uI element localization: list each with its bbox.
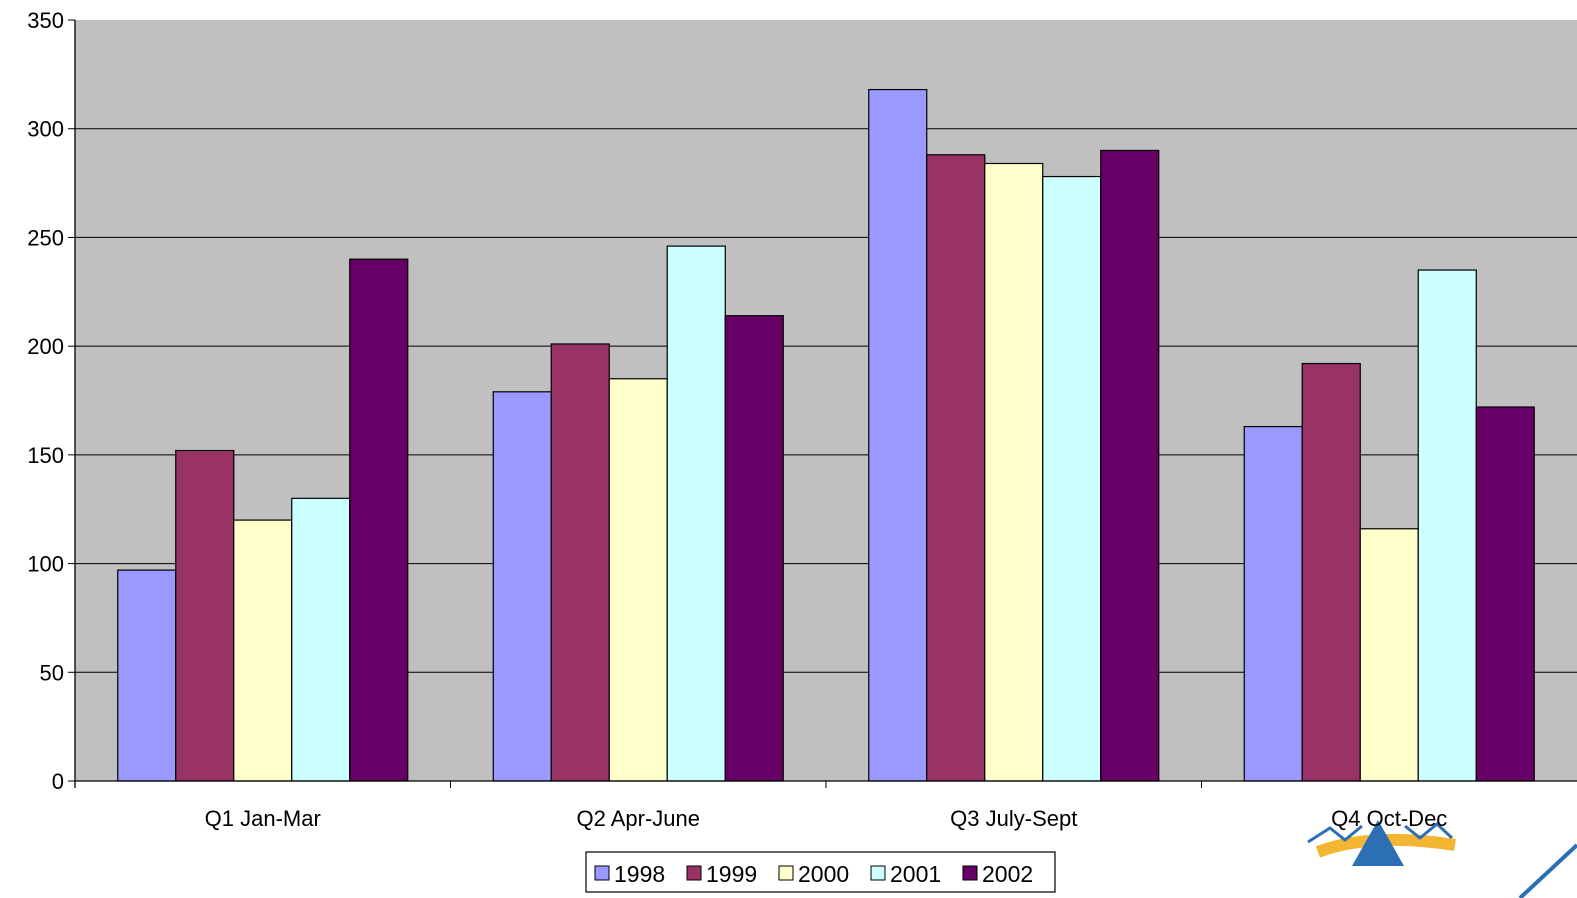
bar-1999-3 [926, 154, 986, 782]
x-tick-label: Q3 July-Sept [950, 806, 1077, 831]
bar-1998-3 [868, 88, 928, 782]
bar-1998-1 [117, 569, 177, 782]
x-tick-label: Q1 Jan-Mar [205, 806, 321, 831]
y-tick-label: 200 [27, 334, 64, 359]
y-tick-label: 50 [40, 660, 64, 685]
bar-1998-2 [492, 391, 552, 782]
legend-swatch-1998 [594, 865, 610, 881]
y-tick-label: 250 [27, 225, 64, 250]
x-tick-label: Q2 Apr-June [576, 806, 700, 831]
bar-2001-3 [1042, 175, 1102, 782]
y-tick-label: 150 [27, 443, 64, 468]
y-tick-label: 300 [27, 117, 64, 142]
legend: 1998 1999 2000 2001 2002 [585, 851, 1056, 893]
bar-2001-2 [666, 245, 726, 782]
bar-2001-4 [1417, 269, 1477, 782]
y-tick-label: 350 [27, 8, 64, 33]
bar-2001-1 [291, 497, 351, 782]
bar-1998-4 [1243, 425, 1303, 782]
legend-swatch-2002 [962, 865, 978, 881]
bar-1999-1 [175, 449, 235, 782]
bar-1999-2 [550, 343, 610, 782]
bar-2000-2 [608, 378, 668, 782]
bar-2002-3 [1100, 149, 1160, 782]
legend-label-2002: 2002 [982, 861, 1033, 887]
legend-swatch-2001 [870, 865, 886, 881]
legend-label-2001: 2001 [890, 861, 941, 887]
legend-swatch-1999 [686, 865, 702, 881]
bar-2002-1 [349, 258, 409, 782]
logo-mark [1307, 820, 1577, 898]
bar-1999-4 [1301, 362, 1361, 782]
legend-label-1999: 1999 [706, 861, 757, 887]
legend-swatch-2000 [778, 865, 794, 881]
bar-2000-3 [984, 162, 1044, 782]
bar-2002-2 [724, 315, 784, 782]
legend-label-2000: 2000 [798, 861, 849, 887]
y-tick-label: 100 [27, 552, 64, 577]
bar-2002-4 [1475, 406, 1535, 782]
bar-2000-4 [1359, 528, 1419, 782]
y-tick-label: 0 [52, 769, 64, 794]
plot-area: 0 50 100 150 200 250 300 350 Q1 Jan-Mar Q2 Apr-Ju… [27, 8, 1577, 831]
x-tick-label: Q4 Oct-Dec [1331, 806, 1447, 831]
legend-label-1998: 1998 [614, 861, 665, 887]
bar-2000-1 [233, 519, 293, 782]
